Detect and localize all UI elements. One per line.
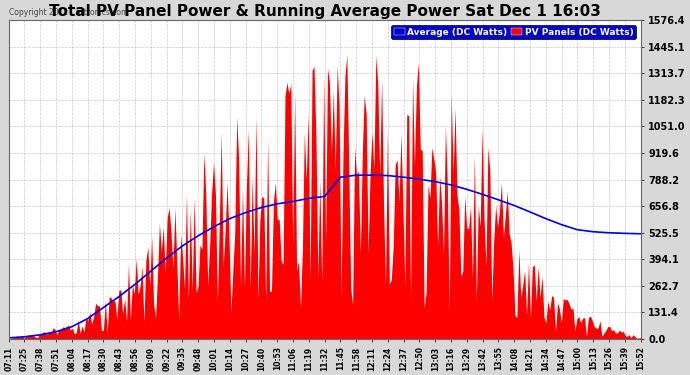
Text: Copyright 2012 Cartronics.com: Copyright 2012 Cartronics.com (9, 8, 128, 17)
Title: Total PV Panel Power & Running Average Power Sat Dec 1 16:03: Total PV Panel Power & Running Average P… (49, 4, 600, 19)
Legend: Average (DC Watts), PV Panels (DC Watts): Average (DC Watts), PV Panels (DC Watts) (391, 25, 636, 39)
